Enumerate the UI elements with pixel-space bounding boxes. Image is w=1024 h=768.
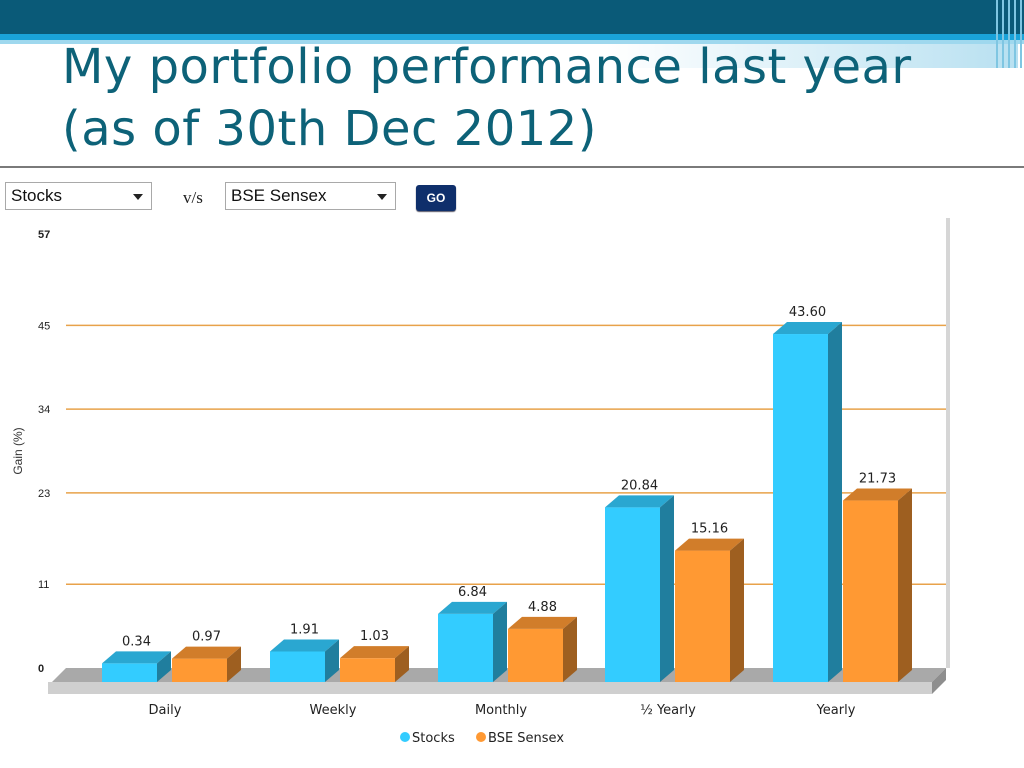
- y-tick-label: 11: [38, 579, 49, 591]
- top-accent-stripe: [0, 34, 1024, 40]
- bar-side-face: [325, 639, 339, 682]
- bar: [270, 651, 325, 682]
- bar-top-face: [172, 646, 241, 659]
- top-banner: [0, 0, 1024, 34]
- legend-label: BSE Sensex: [488, 731, 564, 746]
- bar-top-face: [773, 322, 842, 335]
- bar-top-face: [270, 639, 339, 652]
- bar-chart: 0 11 23 34 45 57 Gain (%) 0.34 0.97 Daily 1.91 1.03…: [11, 218, 950, 746]
- versus-label: v/s: [183, 188, 203, 207]
- data-label: 4.88: [528, 600, 557, 615]
- decorative-vertical-lines: [992, 0, 1024, 68]
- bar: [508, 628, 563, 682]
- bar-top-face: [605, 495, 674, 508]
- bar: [102, 663, 157, 682]
- title-divider: [0, 166, 1024, 168]
- x-tick-label: ½ Yearly: [640, 703, 696, 718]
- chevron-down-icon: [377, 194, 387, 200]
- data-label: 1.03: [360, 629, 389, 644]
- y-tick-label: 0: [38, 663, 44, 675]
- bar: [605, 507, 660, 682]
- data-label: 6.84: [458, 585, 487, 600]
- series-select-primary[interactable]: Stocks: [5, 182, 152, 210]
- go-button[interactable]: GO: [416, 185, 456, 211]
- x-tick-label: Weekly: [310, 703, 357, 718]
- bar-side-face: [563, 616, 577, 682]
- series-select-compare[interactable]: BSE Sensex: [225, 182, 396, 210]
- series-select-compare-value: BSE Sensex: [231, 186, 327, 205]
- x-tick-label: Yearly: [816, 703, 856, 718]
- series-select-primary-value: Stocks: [11, 186, 63, 205]
- bar-side-face: [493, 601, 507, 682]
- title-line-1: My portfolio performance last year: [62, 39, 912, 95]
- bar-top-face: [438, 601, 507, 614]
- bar-side-face: [730, 538, 744, 682]
- title-line-2: (as of 30th Dec 2012): [62, 101, 598, 157]
- bar-top-face: [508, 616, 577, 629]
- bar-side-face: [898, 488, 912, 682]
- data-label: 15.16: [691, 522, 728, 537]
- y-tick-label: 45: [38, 320, 50, 332]
- bar: [675, 550, 730, 682]
- y-tick-label: 34: [38, 404, 50, 416]
- bar-side-face: [395, 646, 409, 682]
- bar: [438, 613, 493, 682]
- chart-right-border: [946, 218, 950, 668]
- bar-side-face: [227, 646, 241, 682]
- legend-marker: [476, 732, 486, 742]
- bar-top-face: [340, 646, 409, 659]
- x-tick-label: Monthly: [475, 703, 527, 718]
- x-tick-label: Daily: [149, 703, 182, 718]
- bar: [843, 500, 898, 682]
- data-label: 1.91: [290, 622, 319, 637]
- chart-floor-side: [932, 668, 946, 694]
- bar: [340, 658, 395, 682]
- bar-top-face: [102, 651, 171, 664]
- page-title: My portfolio performance last year (as o…: [62, 36, 962, 160]
- legend-label: Stocks: [412, 731, 455, 746]
- data-label: 0.34: [122, 634, 151, 649]
- bar: [172, 658, 227, 682]
- y-tick-label: 57: [38, 229, 50, 241]
- data-label: 20.84: [621, 478, 658, 493]
- decorative-fade-box: [606, 44, 1018, 68]
- bar-side-face: [157, 651, 171, 682]
- chart-floor-front: [48, 682, 932, 694]
- y-tick-label: 23: [38, 488, 50, 500]
- data-label: 43.60: [789, 305, 826, 320]
- top-light-stripe: [0, 40, 1024, 44]
- bar-top-face: [675, 538, 744, 551]
- chevron-down-icon: [133, 194, 143, 200]
- data-label: 0.97: [192, 630, 221, 645]
- bar-side-face: [828, 322, 842, 682]
- y-axis-title: Gain (%): [11, 427, 25, 474]
- legend-marker: [400, 732, 410, 742]
- bar-side-face: [660, 495, 674, 682]
- bar-top-face: [843, 488, 912, 501]
- data-label: 21.73: [859, 472, 896, 487]
- bar: [773, 334, 828, 682]
